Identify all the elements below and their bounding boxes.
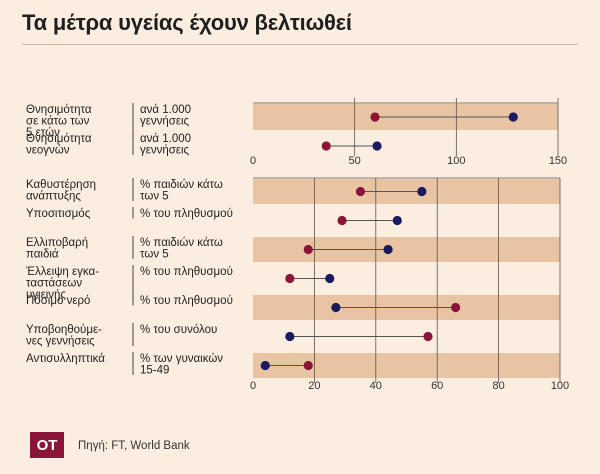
row-unit-line: % του πληθυσμού <box>140 208 233 220</box>
row-label-line: Έλλειψη εγκα- <box>25 266 99 278</box>
row-label-line: ταστάσεων <box>26 278 82 290</box>
row-unit-line: γεννήσεις <box>140 145 190 157</box>
row-label-line: Ελλιποβαρή <box>26 237 88 249</box>
dot-b <box>392 215 402 226</box>
dot-a <box>451 302 461 313</box>
title-divider <box>22 44 578 45</box>
dot-a <box>321 141 331 151</box>
dot-a <box>303 360 313 371</box>
row-label-line: υγιεινής <box>26 289 66 301</box>
x-tick-label: 0 <box>250 155 256 167</box>
row-unit: % του πληθυσμού <box>140 208 233 220</box>
row-label: Θνησιμότητα σε κάτω των 5 ετών <box>26 104 92 139</box>
row-label-line: Υποβοηθούμε- <box>26 324 102 336</box>
row-label-line: παιδιά <box>26 249 59 261</box>
dot-b <box>417 186 427 197</box>
row-label: Πόσιμο νερό <box>26 295 90 307</box>
row-unit-line: % παιδιών κάτω <box>140 179 223 191</box>
row-label: Υποβοηθούμε-νες γεννήσεις <box>26 324 102 348</box>
dot-b <box>383 244 393 255</box>
row-unit-line: % του συνόλου <box>140 324 217 336</box>
row-label-line: νες γεννήσεις <box>26 336 95 348</box>
x-tick-label: 100 <box>447 155 465 167</box>
x-tick-label: 40 <box>370 380 382 392</box>
row-unit-line: ανά 1.000 <box>140 133 191 145</box>
row-label: Υποσιτισμός <box>26 208 91 220</box>
dot-b <box>325 273 335 284</box>
x-tick-label: 80 <box>492 380 504 392</box>
x-tick-label: 50 <box>349 155 361 167</box>
row-unit: % του πληθυσμού <box>140 295 233 307</box>
chart-panel-2: 0 20 40 60 80 100 Καθυστέρηση ανάπτυξης % παιδιώ… <box>25 177 569 392</box>
row-unit: % των γυναικών 15-49 <box>140 353 223 377</box>
row-unit-line: % του πληθυσμού <box>140 295 233 307</box>
row-label-line: 5 ετών <box>26 127 60 139</box>
row-label-line: Αντισυλληπτικά <box>26 353 105 365</box>
row-unit: ανά 1.000 γεννήσεις <box>140 133 191 157</box>
source-note: Πηγή: FT, World Bank <box>78 440 190 452</box>
x-tick-label: 20 <box>308 380 320 392</box>
dot-a <box>285 273 295 284</box>
dot-a <box>370 112 380 122</box>
ot-logo: OT <box>30 432 64 458</box>
row-unit-line: ανά 1.000 <box>140 104 191 116</box>
row-label: Ελλιποβαρή παιδιά <box>26 237 88 261</box>
row-unit-line: των 5 <box>140 249 169 261</box>
row-label-line: Καθυστέρηση <box>26 179 96 191</box>
row-unit-line: % παιδιών κάτω <box>140 237 223 249</box>
row-label-line: Θνησιμότητα <box>26 133 92 145</box>
row-label: Αντισυλληπτικά <box>26 353 105 365</box>
row-label-line: Θνησιμότητα <box>26 104 92 116</box>
row-unit-line: των 5 <box>140 191 169 203</box>
row-unit: % του πληθυσμού <box>140 266 233 278</box>
row-label-line: σε κάτω των <box>26 116 90 128</box>
x-tick-label: 60 <box>431 380 443 392</box>
dot-a <box>423 331 433 342</box>
dot-b <box>331 302 341 313</box>
x-tick-label: 150 <box>549 155 567 167</box>
row-unit: % του συνόλου <box>140 324 217 336</box>
row-band <box>253 237 560 262</box>
row-label-line: Πόσιμο νερό <box>26 295 90 307</box>
row-unit-line: % του πληθυσμού <box>140 266 233 278</box>
row-label-line: ανάπτυξης <box>26 191 81 203</box>
row-label: Καθυστέρηση ανάπτυξης <box>26 179 96 203</box>
x-tick-label: 0 <box>250 380 256 392</box>
dot-b <box>508 112 518 122</box>
dot-b <box>260 360 270 371</box>
row-unit-line: γεννήσεις <box>140 116 190 128</box>
row-label: Θνησιμότητα νεογνών <box>26 133 92 157</box>
chart-title: Τα μέτρα υγείας έχουν βελτιωθεί <box>22 10 352 35</box>
row-unit: ανά 1.000 γεννήσεις <box>140 104 191 128</box>
row-unit-line: 15-49 <box>140 365 169 377</box>
row-label-line: Υποσιτισμός <box>26 208 91 220</box>
dot-a <box>355 186 366 197</box>
dot-a <box>303 244 313 255</box>
row-unit: % παιδιών κάτω των 5 <box>140 179 223 203</box>
row-label: Έλλειψη εγκα-ταστάσεων υγιεινής <box>25 266 99 301</box>
dot-b <box>372 141 382 151</box>
row-label-line: νεογνών <box>26 145 70 157</box>
row-unit: % παιδιών κάτω των 5 <box>140 237 223 261</box>
x-tick-label: 100 <box>551 380 569 392</box>
row-unit-line: % των γυναικών <box>140 353 223 365</box>
dot-b <box>285 331 295 342</box>
dot-a <box>337 215 347 226</box>
